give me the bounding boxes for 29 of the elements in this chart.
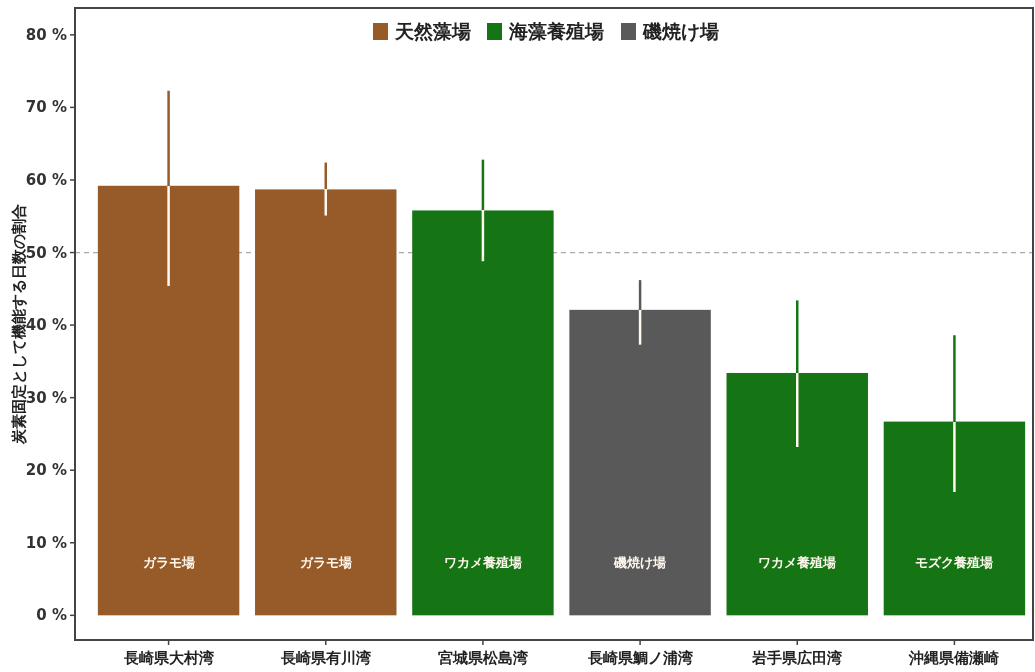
y-tick-label: 80 % [25,25,67,44]
y-tick-label: 70 % [25,98,67,117]
y-tick-label: 20 % [25,461,67,480]
y-tick-label: 10 % [25,533,67,552]
bar [883,421,1026,616]
y-tick-label: 60 % [25,170,67,189]
x-tick-label: 岩手県広田湾 [751,649,843,667]
bar [569,309,711,616]
y-tick-label: 40 % [25,316,67,335]
x-tick-label: 宮城県松島湾 [437,649,528,667]
x-tick-label: 沖縄県備瀬崎 [908,649,1000,667]
x-tick-label: 長崎県鯛ノ浦湾 [586,649,693,667]
annotation: ガラモ場 [142,555,195,571]
annotation: ワカメ養殖場 [758,555,837,571]
annotation: ワカメ養殖場 [443,555,522,571]
bar [97,185,240,616]
y-tick-label: 0 % [36,606,67,625]
bar [412,210,554,616]
annotation: モズク養殖場 [915,555,994,571]
y-tick-label: 30 % [25,388,67,407]
annotation: ガラモ場 [299,555,352,571]
x-tick-label: 長崎県大村湾 [122,649,214,667]
bar [726,372,868,616]
legend-label: 海藻養殖場 [508,20,604,42]
bar [255,189,397,616]
x-tick-label: 長崎県有川湾 [279,649,371,667]
legend-label: 磯焼け場 [642,20,719,42]
annotation: 磯焼け場 [613,555,667,571]
legend-label: 天然藻場 [394,20,471,42]
